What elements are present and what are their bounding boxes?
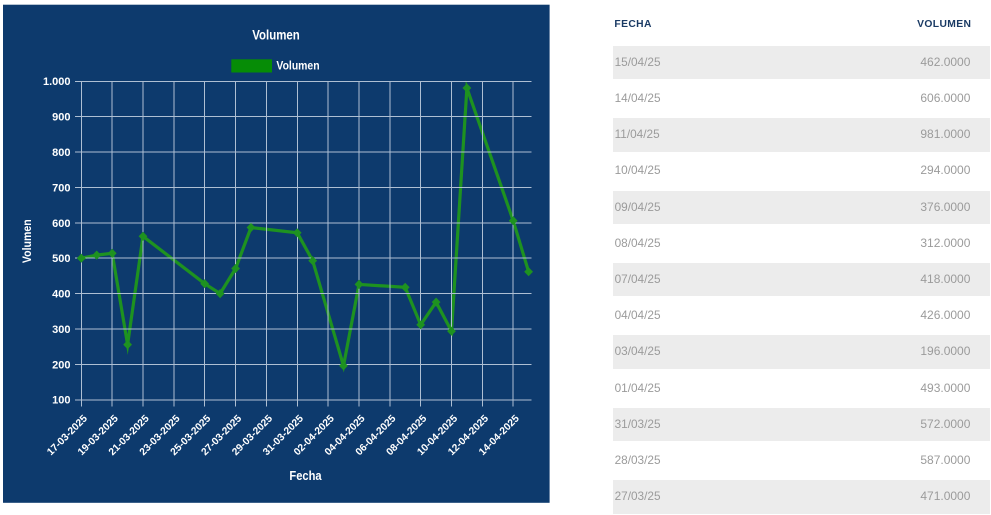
svg-text:800: 800	[52, 147, 70, 159]
svg-text:300: 300	[52, 324, 70, 336]
svg-text:Fecha: Fecha	[289, 469, 322, 483]
svg-text:Volumen: Volumen	[22, 219, 34, 263]
svg-text:Volumen: Volumen	[252, 27, 300, 42]
svg-text:Volumen: Volumen	[276, 60, 319, 72]
svg-text:600: 600	[52, 218, 70, 230]
svg-text:100: 100	[52, 395, 70, 407]
svg-text:200: 200	[52, 359, 70, 371]
svg-text:1.000: 1.000	[43, 76, 71, 88]
svg-text:400: 400	[52, 289, 70, 301]
svg-text:700: 700	[52, 182, 70, 194]
svg-text:900: 900	[52, 112, 70, 124]
svg-text:500: 500	[52, 253, 70, 265]
